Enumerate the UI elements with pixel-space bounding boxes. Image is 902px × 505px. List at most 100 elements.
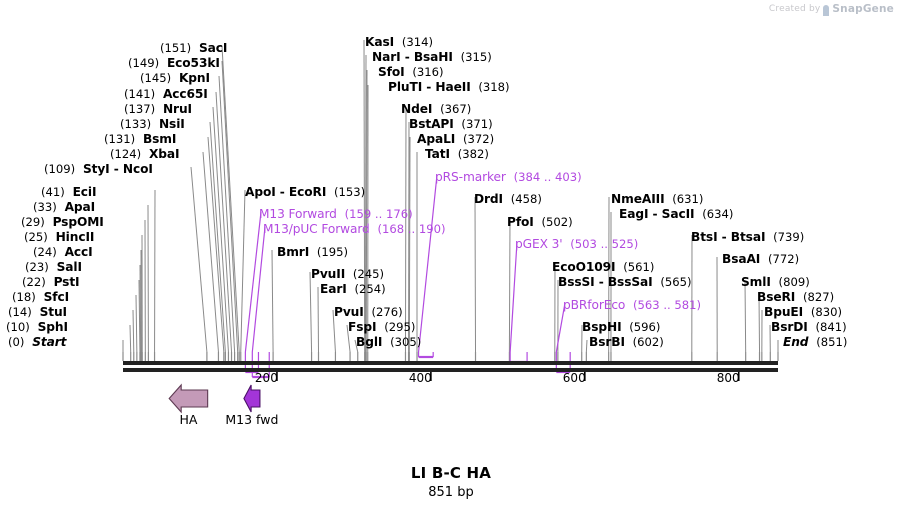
enzyme-name: BmrI: [277, 245, 310, 259]
axis-tick-label: 600: [562, 371, 586, 385]
enzyme-name: DrdI: [474, 192, 503, 206]
enzyme-site-label: KasI (314): [365, 36, 433, 48]
enzyme-site-label: (137) NruI: [124, 103, 192, 115]
enzyme-site-label: SmlI (809): [741, 276, 810, 288]
enzyme-position: (24): [33, 245, 57, 259]
enzyme-site-label: BpuEI (830): [764, 306, 842, 318]
snapgene-logo-icon: [823, 4, 830, 16]
enzyme-position: (371): [461, 117, 493, 131]
enzyme-position: (367): [440, 102, 472, 116]
enzyme-name: PluTI - HaeII: [388, 80, 471, 94]
enzyme-name: End: [783, 335, 809, 349]
enzyme-name: ApaLI: [417, 132, 456, 146]
enzyme-position: (739): [773, 230, 805, 244]
enzyme-name: BsaAI: [722, 252, 761, 266]
enzyme-position: (14): [8, 305, 32, 319]
enzyme-name: SfcI: [43, 290, 70, 304]
enzyme-site-label: End (851): [783, 336, 847, 348]
enzyme-site-label: BsrDI (841): [771, 321, 847, 333]
enzyme-site-label: (41) EciI: [41, 186, 97, 198]
enzyme-position: (23): [25, 260, 49, 274]
feature-label: pBRforEco (563 .. 581): [563, 299, 701, 311]
enzyme-site-label: (24) AccI: [33, 246, 93, 258]
enzyme-position: (602): [632, 335, 664, 349]
enzyme-site-label: (10) SphI: [6, 321, 68, 333]
feature-name: pRS-marker: [435, 170, 506, 184]
enzyme-position: (596): [629, 320, 661, 334]
enzyme-site-label: FspI (295): [348, 321, 415, 333]
enzyme-position: (137): [124, 102, 156, 116]
enzyme-site-label: BseRI (827): [757, 291, 834, 303]
axis-ticks: [276, 372, 740, 381]
enzyme-site-label: (149) Eco53kI: [128, 57, 220, 69]
enzyme-position: (316): [412, 65, 444, 79]
feature-name: pBRforEco: [563, 298, 626, 312]
enzyme-name: StuI: [39, 305, 68, 319]
enzyme-site-label: DrdI (458): [474, 193, 542, 205]
enzyme-name: NdeI: [401, 102, 433, 116]
enzyme-position: (458): [510, 192, 542, 206]
enzyme-position: (315): [460, 50, 492, 64]
enzyme-position: (276): [371, 305, 403, 319]
feature-name: M13/pUC Forward: [263, 222, 370, 236]
enzyme-name: SfoI: [378, 65, 405, 79]
enzyme-name: NarI - BsaHI: [372, 50, 453, 64]
enzyme-name: NmeAIII: [611, 192, 665, 206]
enzyme-position: (109): [44, 162, 76, 176]
feature-name: pGEX 3': [515, 237, 563, 251]
enzyme-position: (851): [816, 335, 848, 349]
enzyme-name: BsrDI: [771, 320, 808, 334]
enzyme-position: (772): [768, 252, 800, 266]
enzyme-name: SphI: [37, 320, 68, 334]
enzyme-position: (25): [24, 230, 48, 244]
enzyme-name: KpnI: [178, 71, 210, 85]
enzyme-site-label: (124) XbaI: [110, 148, 180, 160]
feature-label: pRS-marker (384 .. 403): [435, 171, 582, 183]
enzyme-position: (631): [672, 192, 704, 206]
enzyme-site-label: BsaAI (772): [722, 253, 799, 265]
enzyme-name: SacI: [198, 41, 228, 55]
enzyme-name: EagI - SacII: [619, 207, 695, 221]
enzyme-name: BtsI - BtsaI: [691, 230, 766, 244]
enzyme-position: (382): [457, 147, 489, 161]
enzyme-name: ApaI: [64, 200, 96, 214]
enzyme-site-label: ApoI - EcoRI (153): [245, 186, 365, 198]
enzyme-site-label: (133) NsiI: [120, 118, 185, 130]
feature-range: (563 .. 581): [633, 298, 702, 312]
enzyme-name: BsrBI: [589, 335, 625, 349]
sequence-length: 851 bp: [428, 485, 474, 500]
enzyme-name: Eco53kI: [166, 56, 220, 70]
enzyme-position: (634): [702, 207, 734, 221]
enzyme-name: BseRI: [757, 290, 796, 304]
enzyme-position: (33): [33, 200, 57, 214]
enzyme-name: AccI: [64, 245, 93, 259]
enzyme-site-label: (131) BsmI: [104, 133, 176, 145]
enzyme-site-label: (29) PspOMI: [21, 216, 104, 228]
enzyme-site-label: (33) ApaI: [33, 201, 95, 213]
enzyme-position: (133): [120, 117, 152, 131]
enzyme-name: BsmI: [142, 132, 177, 146]
enzyme-name: FspI: [348, 320, 377, 334]
feature-name: M13 Forward: [259, 207, 337, 221]
enzyme-name: PfoI: [507, 215, 534, 229]
enzyme-name: BssSI - BssSaI: [558, 275, 653, 289]
enzyme-position: (318): [478, 80, 510, 94]
snapgene-watermark: Created by SnapGene: [769, 3, 894, 16]
enzyme-position: (809): [778, 275, 810, 289]
enzyme-site-label: (0) Start: [8, 336, 66, 348]
enzyme-site-label: (109) StyI - NcoI: [44, 163, 153, 175]
feature-arrows: [168, 383, 261, 414]
enzyme-name: KasI: [365, 35, 395, 49]
enzyme-site-label: PfoI (502): [507, 216, 573, 228]
enzyme-name: SmlI: [741, 275, 771, 289]
enzyme-site-label: PvuI (276): [334, 306, 403, 318]
enzyme-position: (502): [541, 215, 573, 229]
enzyme-site-label: BsrBI (602): [589, 336, 664, 348]
enzyme-position: (565): [660, 275, 692, 289]
enzyme-name: BspHI: [582, 320, 622, 334]
enzyme-position: (153): [334, 185, 366, 199]
enzyme-site-label: EcoO109I (561): [552, 261, 654, 273]
enzyme-site-label: (23) SalI: [25, 261, 82, 273]
enzyme-site-label: (14) StuI: [8, 306, 67, 318]
